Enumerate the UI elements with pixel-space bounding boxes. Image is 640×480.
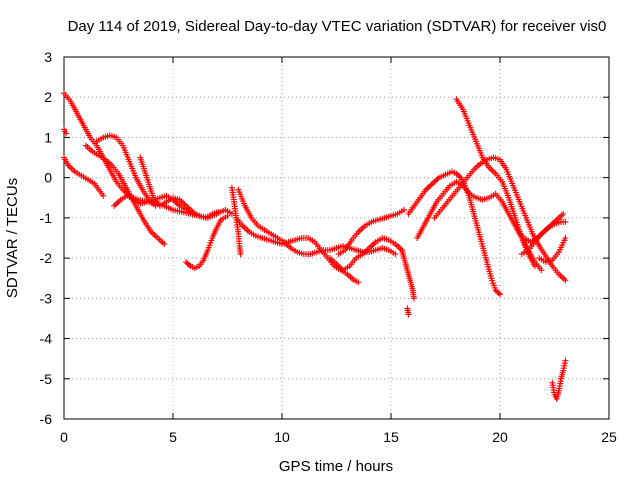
data-point [215,208,222,215]
series-track-2 [61,154,107,199]
y-tick-label: 3 [44,49,52,65]
y-tick-label: -1 [40,210,53,226]
data-point [562,357,569,364]
series-track-16 [405,168,503,298]
series-track-17 [414,178,545,274]
x-tick-label: 5 [169,429,177,445]
data-point [433,177,440,184]
data-point [431,178,438,185]
series-track-3 [61,126,70,137]
data-point [495,289,502,296]
series-track-12 [335,206,408,258]
series-track-14 [398,247,417,302]
data-point [427,182,434,189]
series-track-7 [137,154,222,221]
data-point [562,218,569,225]
data-point [410,295,417,302]
data-point [161,241,168,248]
data-point [424,185,431,192]
y-tick-label: 1 [44,129,52,145]
data-point [355,279,362,286]
x-tick-label: 20 [492,429,508,445]
data-point [562,235,569,241]
data-point [538,267,545,274]
data-point [237,251,244,258]
data-point [497,291,503,298]
x-axis-label: GPS time / hours [279,458,393,475]
x-tick-label: 25 [601,429,617,445]
y-tick-label: 0 [44,170,52,186]
y-tick-label: -5 [40,371,53,387]
series-track-9 [228,184,244,258]
series-track-21 [518,218,569,258]
y-tick-label: -3 [40,290,53,306]
data-point [405,311,412,318]
data-point [63,130,70,137]
data-point [430,180,437,187]
series-track-13 [326,235,405,274]
data-point [428,181,435,188]
y-tick-label: -6 [40,411,53,427]
data-point [184,260,191,267]
x-tick-label: 15 [383,429,399,445]
data-point [401,206,408,213]
y-axis-label: SDTVAR / TECUs [4,178,21,298]
x-tick-label: 10 [274,429,290,445]
data-point [531,263,538,270]
y-tick-label: -4 [40,331,53,347]
data-point [560,210,567,217]
chart-title: Day 114 of 2019, Sidereal Day-to-day VTE… [68,18,607,35]
plot-frame [63,56,610,420]
series-track-15 [404,305,412,318]
y-tick-label: 2 [44,89,52,105]
series-track-23 [549,357,569,402]
data-point [392,251,399,258]
data-point [224,212,231,219]
data-point [228,210,235,217]
data-points [61,90,569,402]
x-tick-label: 0 [60,429,68,445]
series-track-8 [183,212,231,272]
series-track-18 [453,96,538,270]
series-track-22 [536,235,569,266]
data-point [425,184,432,191]
data-point [100,192,107,199]
series-track-4 [82,142,168,248]
grid [64,57,609,419]
y-tick-label: -2 [40,250,53,266]
data-point [183,259,190,266]
data-point [562,277,569,284]
